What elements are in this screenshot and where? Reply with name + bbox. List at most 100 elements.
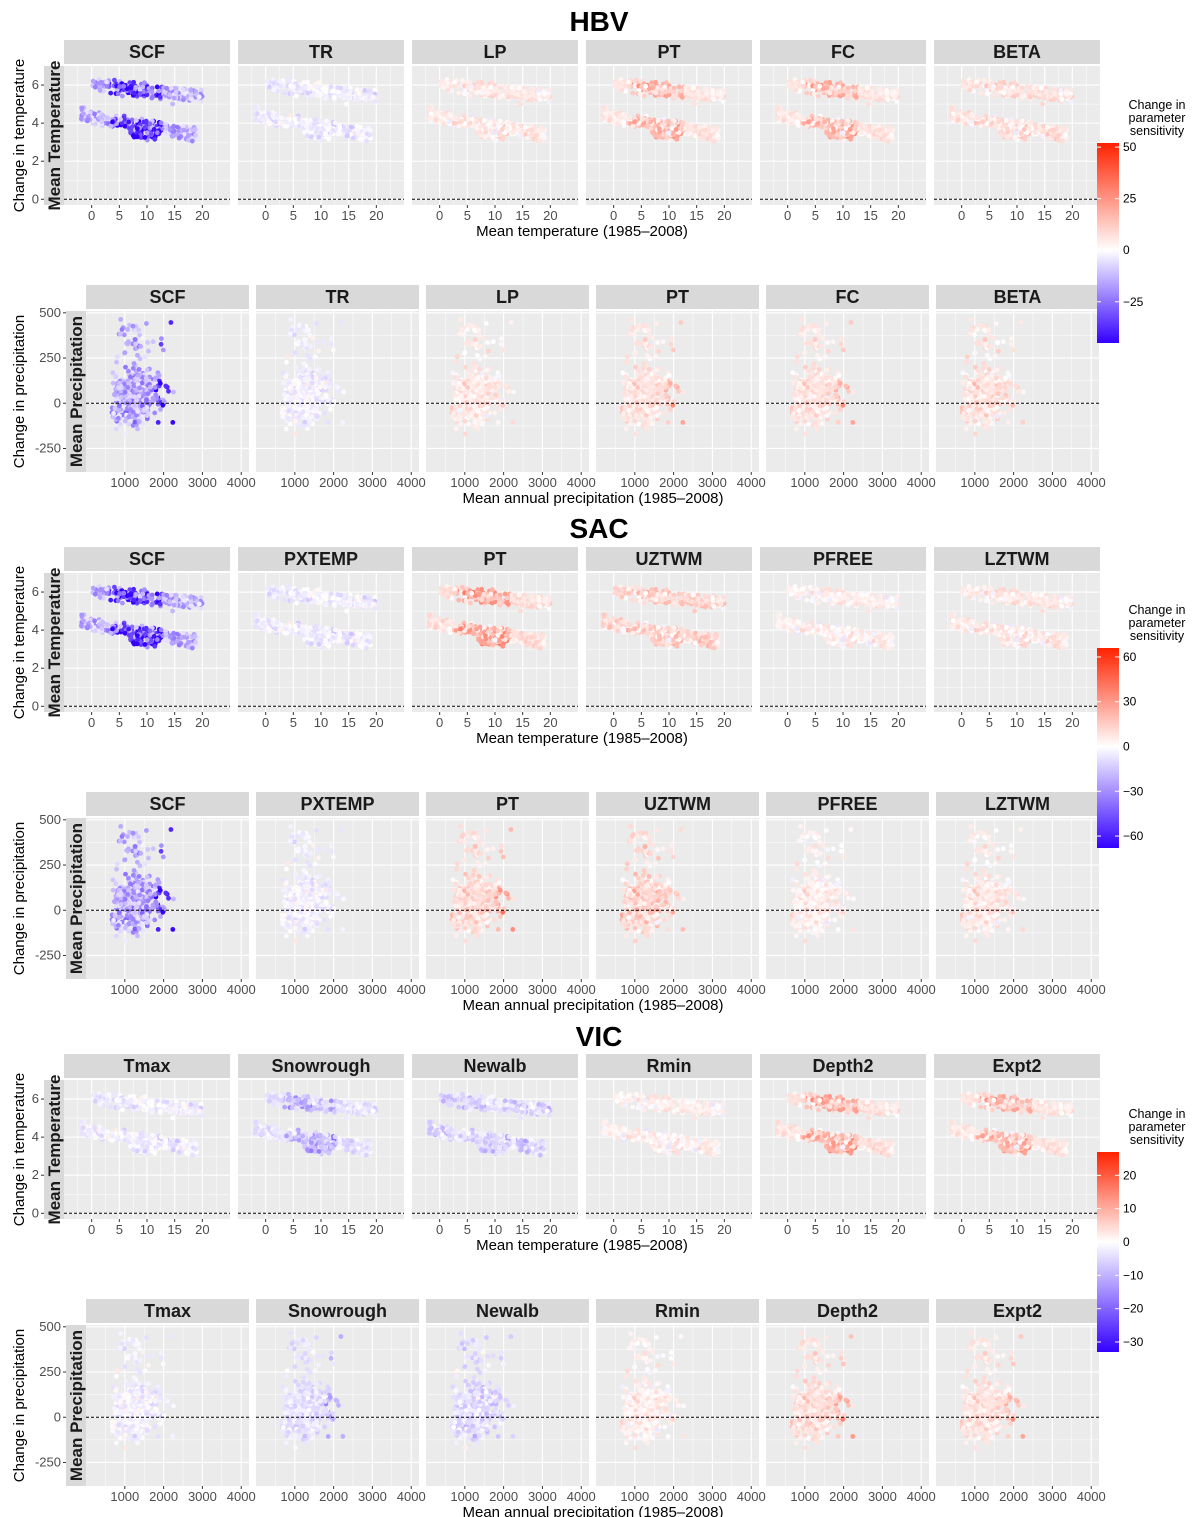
data-point (331, 94, 337, 100)
data-point (97, 80, 103, 86)
data-point (114, 354, 120, 360)
data-point (672, 94, 677, 100)
data-point (320, 395, 326, 401)
data-point (147, 121, 153, 127)
data-point (676, 84, 682, 90)
data-point (143, 118, 149, 124)
data-point (695, 89, 701, 95)
data-point (833, 91, 839, 97)
data-point (128, 393, 134, 399)
x-tick-label: 20 (717, 208, 731, 223)
data-point (781, 117, 787, 123)
data-point (1058, 88, 1064, 93)
data-point (163, 124, 169, 130)
data-point (122, 350, 128, 355)
data-point (323, 89, 329, 95)
data-point (166, 388, 171, 394)
data-point (429, 111, 434, 117)
data-point (481, 85, 486, 90)
data-point (692, 101, 697, 107)
data-point (186, 132, 191, 138)
data-point (315, 391, 321, 397)
row-label: Mean Temperature (45, 61, 64, 211)
data-point (462, 389, 468, 395)
data-point (303, 341, 309, 347)
data-point (867, 95, 873, 101)
data-point (292, 389, 298, 395)
data-point (458, 317, 464, 322)
data-point (441, 121, 446, 127)
data-point (476, 327, 482, 333)
x-tick-label: 15 (863, 208, 877, 223)
data-point (453, 115, 459, 121)
data-point (806, 119, 811, 125)
data-point (427, 105, 433, 111)
data-point (118, 317, 124, 322)
data-point (345, 95, 351, 101)
data-point (475, 426, 480, 432)
data-point (846, 94, 851, 100)
data-point (283, 374, 289, 380)
data-point (827, 90, 833, 96)
data-point (135, 426, 140, 432)
facet-label: TR (326, 287, 350, 307)
data-point (125, 339, 131, 345)
x-tick-label: 2000 (149, 475, 178, 490)
data-point (621, 119, 626, 125)
data-point (121, 116, 127, 122)
data-point (158, 341, 164, 347)
data-point (104, 83, 110, 89)
data-point (603, 111, 608, 117)
data-point (282, 405, 288, 411)
data-point (885, 97, 891, 102)
data-point (703, 97, 708, 103)
data-point (453, 426, 459, 432)
data-point (786, 78, 792, 84)
data-point (454, 359, 459, 365)
data-point (537, 138, 543, 144)
x-tick-label: 15 (341, 208, 355, 223)
data-point (483, 126, 488, 131)
data-point (145, 391, 151, 397)
data-point (963, 121, 968, 127)
data-point (460, 77, 465, 83)
data-point (978, 90, 984, 96)
x-tick-label: 10 (488, 208, 502, 223)
data-point (336, 130, 342, 136)
data-point (127, 374, 133, 380)
data-point (1043, 89, 1049, 95)
data-point (152, 136, 158, 142)
data-point (132, 337, 138, 342)
data-point (308, 118, 313, 123)
data-point (279, 115, 285, 121)
data-point (131, 90, 137, 96)
data-point (808, 77, 813, 83)
data-point (316, 80, 321, 86)
data-point (657, 126, 662, 131)
x-tick-label: 0 (436, 208, 443, 223)
data-point (150, 94, 155, 100)
data-point (135, 126, 140, 131)
data-point (288, 395, 294, 400)
data-point (170, 101, 176, 107)
data-point (477, 385, 483, 391)
data-point (884, 88, 890, 93)
data-point (628, 317, 634, 322)
data-point (490, 80, 495, 86)
data-point (804, 90, 810, 96)
data-point (170, 133, 176, 139)
data-point (1040, 133, 1046, 139)
data-point (814, 116, 819, 122)
data-point (307, 85, 312, 90)
x-tick-label: 5 (638, 208, 645, 223)
data-point (300, 365, 306, 371)
data-point (534, 132, 539, 138)
data-point (476, 419, 482, 424)
data-point (656, 118, 661, 123)
data-point (322, 410, 328, 416)
data-point (315, 340, 321, 345)
data-point (137, 91, 143, 97)
data-point (326, 136, 332, 142)
data-point (458, 119, 463, 125)
data-point (540, 127, 546, 132)
